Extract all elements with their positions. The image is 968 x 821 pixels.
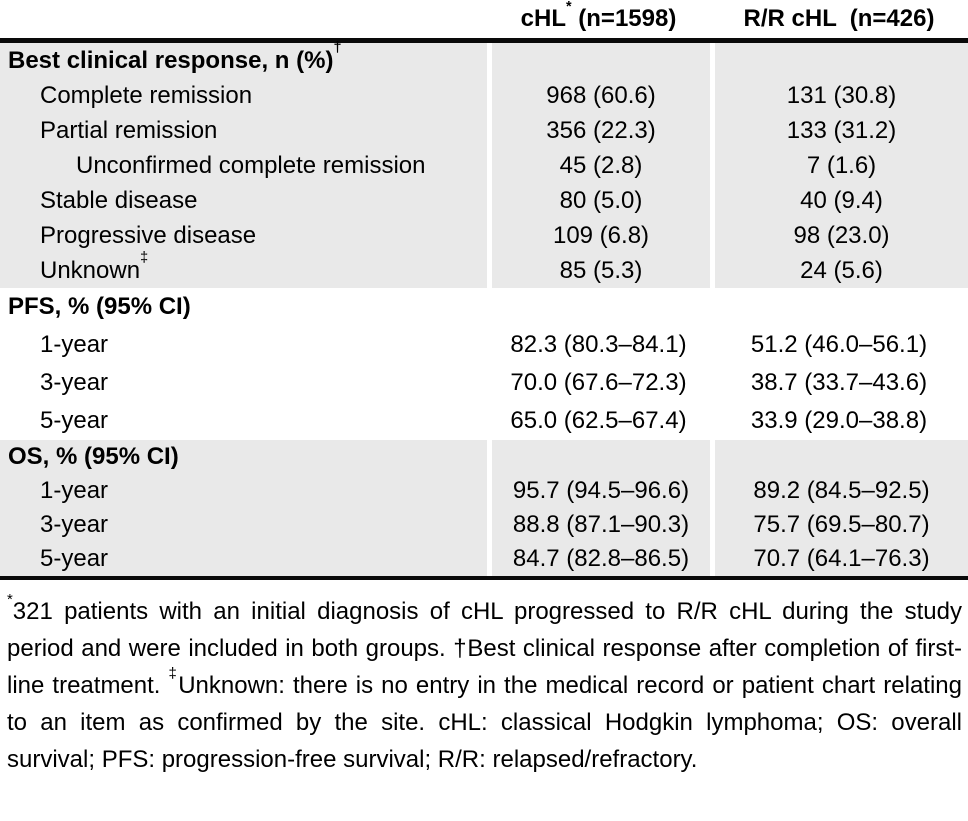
chl-value-cell: 356 (22.3) — [487, 113, 710, 148]
section-title-row: PFS, % (95% CI) — [0, 288, 968, 326]
table-row: Progressive disease 109 (6.8) 98 (23.0) — [0, 218, 968, 253]
table-row: Stable disease 80 (5.0) 40 (9.4) — [0, 183, 968, 218]
column-header-chl: cHL* (n=1598) — [487, 0, 710, 38]
table-row: Unconfirmed complete remission 45 (2.8) … — [0, 148, 968, 183]
rr-chl-value-cell: 75.7 (69.5–80.7) — [710, 508, 968, 542]
table-row: 5-year 84.7 (82.8–86.5) 70.7 (64.1–76.3) — [0, 542, 968, 576]
rr-chl-value-cell: 33.9 (29.0–38.8) — [750, 407, 928, 434]
rr-chl-value-cell: 131 (30.8) — [710, 78, 968, 113]
chl-value-cell: 95.7 (94.5–96.6) — [487, 474, 710, 508]
row-label: 3-year — [40, 369, 109, 396]
row-label: Stable disease — [0, 183, 487, 218]
row-label: Complete remission — [0, 78, 487, 113]
row-label: 3-year — [0, 508, 487, 542]
table-row: Complete remission 968 (60.6) 131 (30.8) — [0, 78, 968, 113]
chl-value-cell: 84.7 (82.8–86.5) — [487, 542, 710, 576]
row-label: 5-year — [0, 542, 487, 576]
section-title-row: OS, % (95% CI) — [0, 440, 968, 474]
clinical-outcomes-table: cHL* (n=1598) R/R cHL (n=426) Best clini… — [0, 0, 968, 580]
table-row: 1-year 82.3 (80.3–84.1) 51.2 (46.0–56.1) — [0, 326, 968, 364]
dagger-superscript: † — [333, 40, 342, 57]
footnote-text-2: Unknown: there is no entry in the medica… — [7, 672, 962, 773]
chl-value-cell: 968 (60.6) — [487, 78, 710, 113]
row-label: Unconfirmed complete remission — [0, 148, 487, 183]
section-title: Best clinical response, n (%)† — [0, 40, 487, 78]
double-dagger-superscript: ‡ — [140, 250, 149, 267]
chl-value-cell: 65.0 (62.5–67.4) — [510, 407, 687, 434]
asterisk-superscript: * — [7, 592, 13, 609]
chl-value-cell: 85 (5.3) — [487, 253, 710, 288]
section-os: OS, % (95% CI) 1-year 95.7 (94.5–96.6) 8… — [0, 440, 968, 576]
rr-chl-value-cell: 89.2 (84.5–92.5) — [710, 474, 968, 508]
chl-value-cell: 70.0 (67.6–72.3) — [510, 369, 687, 396]
table-row: 5-year 65.0 (62.5–67.4) 33.9 (29.0–38.8) — [0, 402, 968, 440]
rr-chl-value-cell: 70.7 (64.1–76.3) — [710, 542, 968, 576]
chl-header-label: cHL — [520, 5, 566, 32]
rr-chl-value-cell: 98 (23.0) — [710, 218, 968, 253]
double-dagger-superscript: ‡ — [168, 666, 179, 683]
table-header-row: cHL* (n=1598) R/R cHL (n=426) — [0, 0, 968, 43]
table-row: 1-year 95.7 (94.5–96.6) 89.2 (84.5–92.5) — [0, 474, 968, 508]
row-label: 1-year — [0, 474, 487, 508]
rr-chl-value-cell: 7 (1.6) — [710, 148, 968, 183]
row-label: Partial remission — [0, 113, 487, 148]
footnote: *321 patients with an initial diagnosis … — [0, 593, 968, 778]
footnote-text-1: 321 patients with an initial diagnosis o… — [7, 598, 962, 699]
column-header-rr-chl: R/R cHL (n=426) — [710, 0, 968, 38]
table-row: Unknown‡ 85 (5.3) 24 (5.6) — [0, 250, 968, 288]
row-label: 5-year — [40, 407, 109, 434]
chl-value-cell: 88.8 (87.1–90.3) — [487, 508, 710, 542]
rr-chl-value-cell: 40 (9.4) — [710, 183, 968, 218]
chl-value-cell: 45 (2.8) — [487, 148, 710, 183]
section-pfs: PFS, % (95% CI) 1-year 82.3 (80.3–84.1) … — [0, 288, 968, 440]
chl-value-cell: 82.3 (80.3–84.1) — [510, 331, 687, 358]
rr-chl-value-cell: 38.7 (33.7–43.6) — [750, 369, 928, 396]
table-row: 3-year 70.0 (67.6–72.3) 38.7 (33.7–43.6) — [0, 364, 968, 402]
row-label: Unknown‡ — [0, 250, 487, 288]
rr-chl-value-cell: 51.2 (46.0–56.1) — [750, 331, 928, 358]
chl-header-n: (n=1598) — [571, 5, 677, 32]
section-title-row: Best clinical response, n (%)† — [0, 40, 968, 78]
clinical-outcomes-figure: cHL* (n=1598) R/R cHL (n=426) Best clini… — [0, 0, 968, 778]
table-row: 3-year 88.8 (87.1–90.3) 75.7 (69.5–80.7) — [0, 508, 968, 542]
section-title: PFS, % (95% CI) — [8, 293, 191, 320]
section-title: OS, % (95% CI) — [0, 440, 487, 474]
table-row: Partial remission 356 (22.3) 133 (31.2) — [0, 113, 968, 148]
asterisk-superscript: * — [566, 0, 572, 15]
section-best-clinical-response: Best clinical response, n (%)† Complete … — [0, 40, 968, 288]
chl-value-cell: 80 (5.0) — [487, 183, 710, 218]
row-label: Progressive disease — [0, 218, 487, 253]
row-label: 1-year — [40, 331, 109, 358]
rr-chl-header-label: R/R cHL (n=426) — [743, 5, 935, 32]
rr-chl-value-cell: 24 (5.6) — [710, 253, 968, 288]
header-empty-cell — [0, 0, 487, 38]
rr-chl-value-cell: 133 (31.2) — [710, 113, 968, 148]
chl-value-cell: 109 (6.8) — [487, 218, 710, 253]
